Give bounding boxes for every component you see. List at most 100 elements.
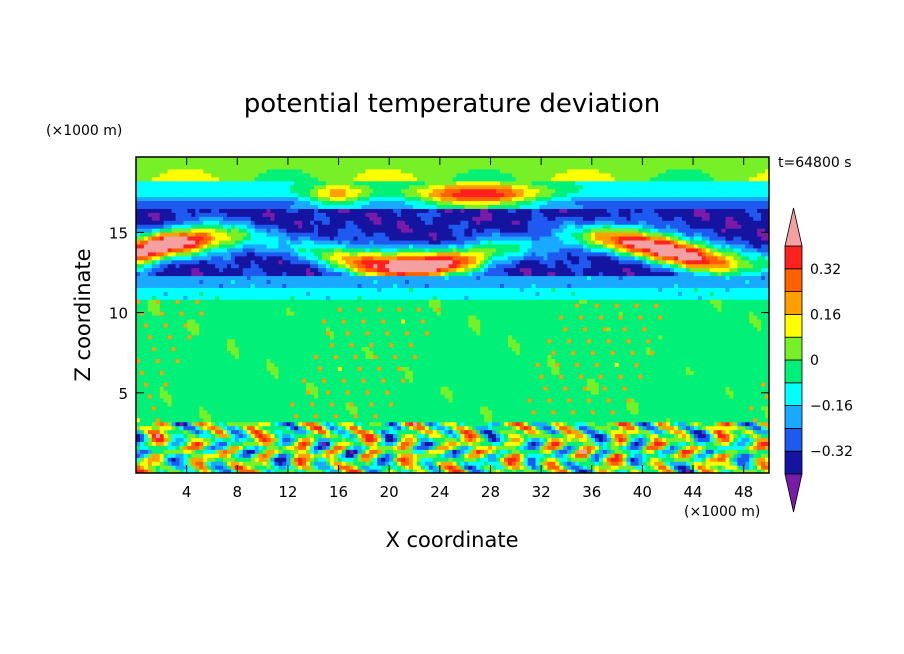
- heatmap-cell: [136, 168, 141, 174]
- heatmap-cell: [282, 465, 287, 470]
- heatmap-cell: [250, 441, 256, 446]
- heatmap-cell: [175, 164, 181, 170]
- heatmap-cell: [203, 168, 208, 174]
- heatmap-cell: [314, 397, 319, 403]
- heatmap-cell: [234, 295, 240, 300]
- heatmap-cell: [136, 386, 141, 391]
- heatmap-cell: [215, 457, 220, 462]
- heatmap-cell: [234, 307, 240, 312]
- heatmap-cell: [230, 429, 236, 435]
- heatmap-cell: [147, 259, 153, 265]
- heatmap-cell: [246, 457, 252, 462]
- heatmap-cell: [254, 236, 260, 241]
- heatmap-cell: [195, 287, 200, 292]
- heatmap-cell: [215, 160, 220, 166]
- heatmap-cell: [163, 425, 169, 431]
- heatmap-cell: [187, 236, 192, 241]
- heatmap-cell: [159, 212, 165, 217]
- heatmap-cell: [365, 354, 371, 360]
- heatmap-cell: [357, 370, 363, 375]
- heatmap-cell: [226, 192, 232, 198]
- heatmap-cell: [143, 338, 149, 344]
- heatmap-cell: [369, 433, 374, 439]
- heatmap-cell: [266, 441, 272, 446]
- heatmap-cell: [369, 251, 374, 257]
- heatmap-cell: [143, 283, 149, 288]
- heatmap-cell: [242, 184, 248, 190]
- heatmap-cell: [298, 425, 303, 431]
- heatmap-cell: [159, 338, 165, 344]
- heatmap-cell: [365, 318, 371, 324]
- heatmap-cell: [147, 287, 153, 292]
- heatmap-cell: [314, 243, 319, 249]
- heatmap-cell: [187, 160, 192, 166]
- heatmap-cell: [151, 441, 157, 446]
- heatmap-cell: [187, 453, 192, 458]
- heatmap-cell: [246, 180, 252, 186]
- heatmap-cell: [274, 157, 280, 162]
- heatmap-cell: [163, 168, 169, 174]
- heatmap-cell: [353, 465, 359, 470]
- heatmap-cell: [223, 397, 228, 403]
- heatmap-cell: [341, 247, 347, 253]
- heatmap-cell: [226, 417, 232, 423]
- heatmap-cell: [298, 295, 303, 300]
- heatmap-cell: [294, 180, 299, 186]
- heatmap-cell: [195, 401, 200, 407]
- heatmap-cell: [147, 263, 153, 269]
- heatmap-cell: [195, 315, 200, 320]
- heatmap-cell: [147, 461, 153, 466]
- heatmap-cell: [191, 315, 196, 320]
- heatmap-cell: [147, 176, 153, 182]
- heatmap-cell: [290, 291, 295, 296]
- heatmap-cell: [250, 397, 256, 403]
- heatmap-cell: [195, 318, 200, 324]
- heatmap-cell: [183, 208, 189, 213]
- heatmap-cell: [238, 263, 244, 269]
- heatmap-cell: [191, 390, 196, 395]
- heatmap-cell: [294, 271, 299, 277]
- heatmap-cell: [361, 291, 367, 296]
- heatmap-cell: [270, 160, 276, 166]
- heatmap-cell: [381, 334, 386, 340]
- heatmap-cell: [215, 441, 220, 446]
- heatmap-cell: [341, 243, 347, 249]
- heatmap-cell: [262, 160, 268, 166]
- heatmap-cell: [167, 445, 173, 450]
- heatmap-cell: [234, 196, 240, 202]
- heatmap-cell: [167, 196, 173, 202]
- heatmap-cell: [353, 409, 359, 415]
- heatmap-cell: [369, 295, 374, 300]
- heatmap-cell: [290, 469, 295, 473]
- heatmap-cell: [147, 397, 153, 403]
- heatmap-cell: [258, 397, 264, 403]
- heatmap-cell: [306, 299, 311, 304]
- heatmap-cell: [219, 405, 224, 411]
- heatmap-cell: [349, 315, 355, 320]
- heatmap-cell: [215, 251, 220, 257]
- heatmap-cell: [191, 445, 196, 450]
- heatmap-cell: [282, 358, 287, 363]
- heatmap-cell: [238, 196, 244, 202]
- heatmap-cell: [294, 358, 299, 363]
- heatmap-cell: [223, 334, 228, 340]
- heatmap-cell: [321, 212, 327, 217]
- heatmap-cell: [211, 461, 216, 466]
- heatmap-cell: [377, 212, 382, 217]
- heatmap-cell: [302, 409, 307, 415]
- heatmap-cell: [310, 425, 315, 431]
- heatmap-cell: [321, 299, 327, 304]
- heatmap-cell: [223, 172, 228, 178]
- heatmap-cell: [325, 374, 331, 379]
- heatmap-cell: [274, 192, 280, 198]
- heatmap-cell: [357, 267, 363, 273]
- heatmap-cell: [167, 176, 173, 182]
- heatmap-cell: [345, 263, 351, 269]
- heatmap-cell: [274, 382, 280, 387]
- heatmap-cell: [179, 263, 185, 269]
- heatmap-cell: [357, 449, 363, 454]
- heatmap-cell: [278, 322, 283, 328]
- heatmap-cell: [191, 239, 196, 245]
- heatmap-cell: [317, 425, 323, 431]
- heatmap-cell: [143, 172, 149, 178]
